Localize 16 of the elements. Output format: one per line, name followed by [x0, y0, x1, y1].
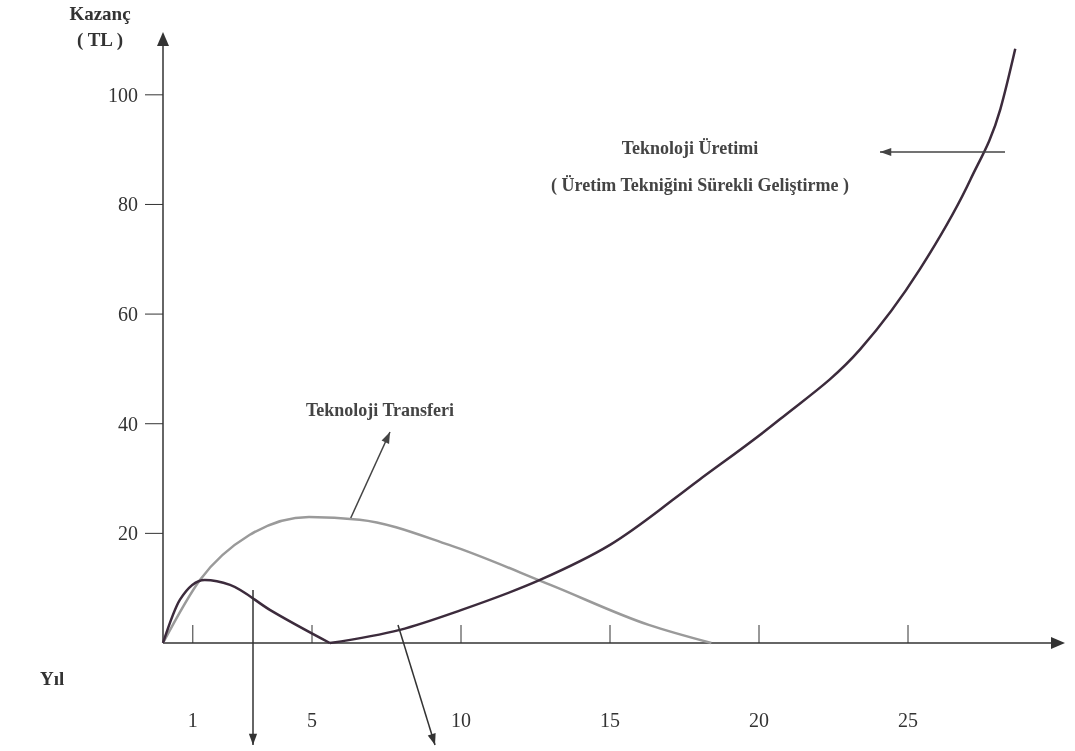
y-tick-label: 20: [118, 522, 138, 545]
annotation: ( Üretim Tekniğini Sürekli Geliştirme ): [551, 175, 849, 197]
y-tick-label: 80: [118, 193, 138, 216]
y-tick-label: 40: [118, 412, 138, 435]
y-tick-label: 60: [118, 303, 138, 326]
annotation: Teknoloji Transferi: [305, 400, 455, 421]
x-tick-label: 10: [451, 709, 471, 731]
x-tick-label: 15: [600, 709, 620, 731]
x-axis-title: Yıl: [40, 668, 65, 689]
y-tick-label: 100: [108, 83, 138, 106]
x-tick-label: 25: [898, 709, 918, 731]
annotation: Teknoloji Üretimi: [621, 138, 759, 159]
y-axis-title: Kazanç ( TL ): [69, 3, 131, 51]
x-tick-label: 1: [187, 709, 198, 731]
x-tick-label: 5: [307, 709, 317, 731]
x-tick-label: 20: [749, 709, 769, 731]
